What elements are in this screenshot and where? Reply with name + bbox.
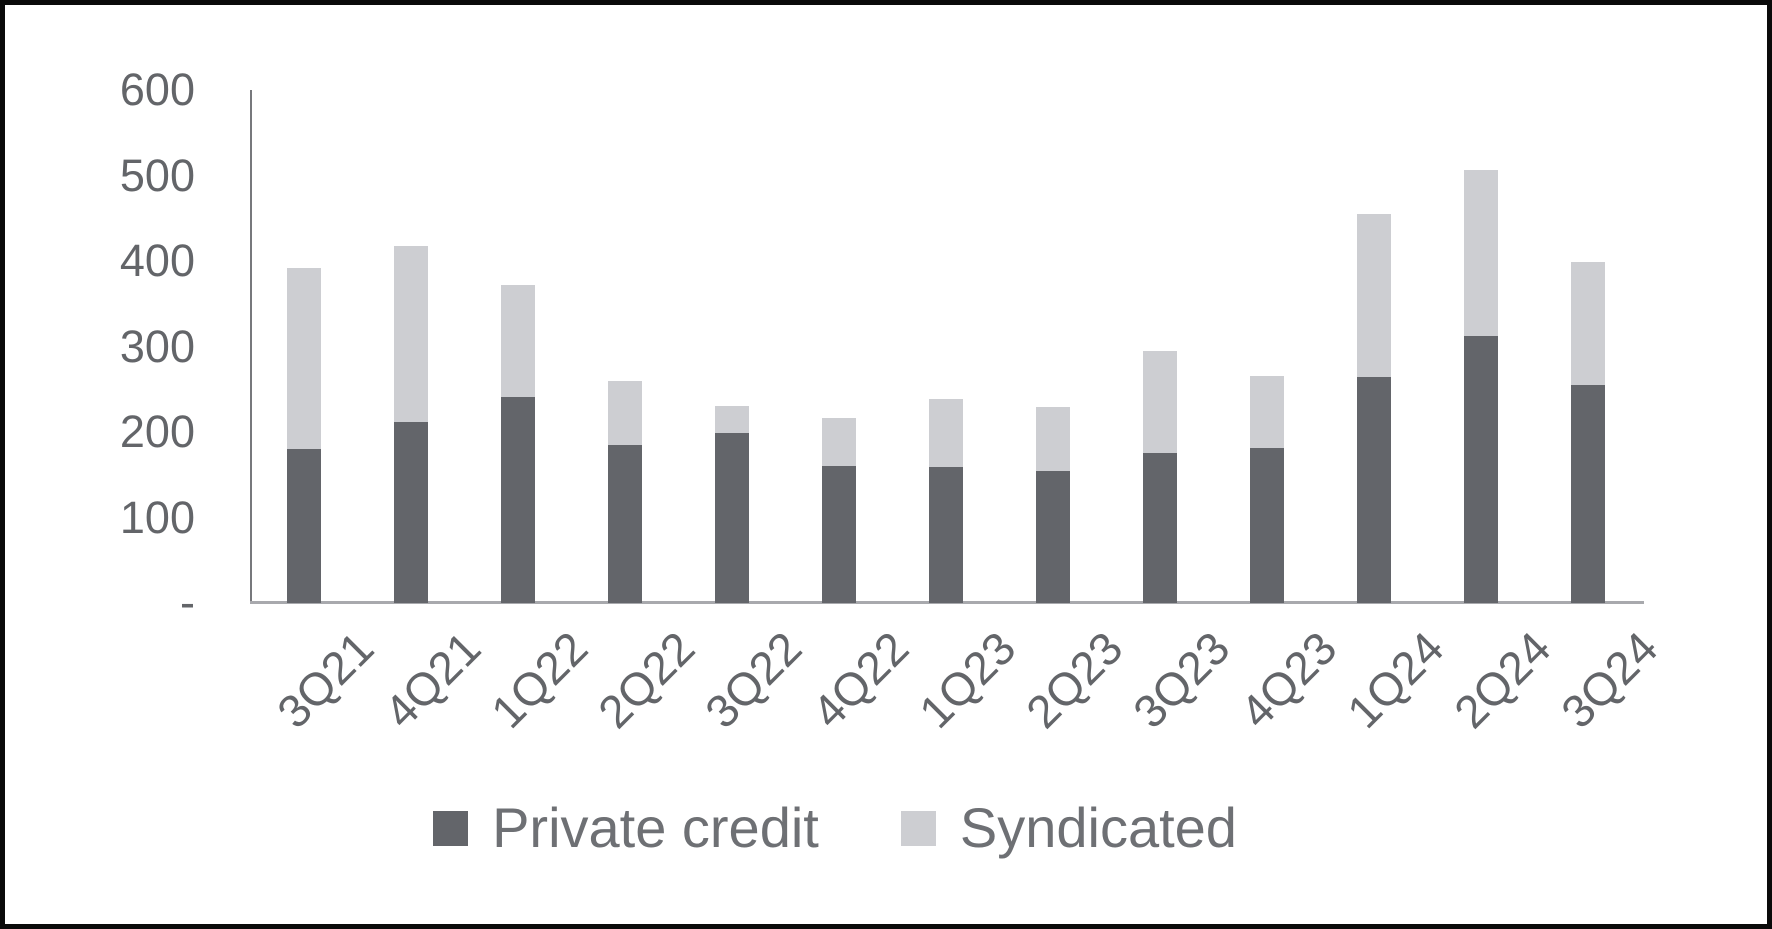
y-tick-label-500: 500 bbox=[119, 149, 195, 201]
y-tick-label-0: - bbox=[180, 577, 195, 628]
bar-segment-private-credit-3Q22 bbox=[714, 432, 749, 603]
y-tick-label-600: 600 bbox=[119, 64, 195, 115]
bar-segment-syndicated-1Q22 bbox=[500, 284, 535, 397]
bar-segment-private-credit-3Q21 bbox=[286, 449, 321, 603]
y-tick-label-200: 200 bbox=[119, 406, 195, 457]
bar-segment-private-credit-1Q22 bbox=[500, 396, 535, 603]
bar-segment-syndicated-4Q23 bbox=[1250, 375, 1285, 449]
legend-label-private-credit: Private credit bbox=[492, 796, 819, 859]
legend-swatch-syndicated bbox=[900, 810, 936, 846]
bar-segment-private-credit-2Q24 bbox=[1464, 336, 1499, 603]
bar-segment-syndicated-3Q21 bbox=[286, 267, 321, 450]
bar-segment-private-credit-4Q21 bbox=[393, 421, 428, 603]
legend-label-syndicated: Syndicated bbox=[959, 796, 1237, 859]
y-tick-label-300: 300 bbox=[119, 320, 195, 372]
bar-segment-syndicated-1Q23 bbox=[929, 398, 963, 468]
bar-segment-syndicated-2Q23 bbox=[1036, 407, 1071, 472]
legend-item-syndicated: Syndicated bbox=[900, 796, 1237, 859]
y-tick-label-100: 100 bbox=[119, 491, 195, 543]
bar-segment-private-credit-1Q23 bbox=[929, 467, 963, 603]
bar-segment-syndicated-4Q21 bbox=[393, 245, 428, 422]
y-axis-line bbox=[250, 90, 252, 603]
legend-item-private-credit: Private credit bbox=[433, 798, 819, 858]
bar-segment-syndicated-1Q24 bbox=[1357, 213, 1392, 378]
bar-segment-syndicated-4Q22 bbox=[821, 418, 856, 467]
legend-swatch-private-credit bbox=[433, 810, 469, 846]
bar-segment-private-credit-2Q22 bbox=[607, 444, 642, 603]
bar-segment-private-credit-4Q22 bbox=[821, 466, 856, 603]
bar-segment-syndicated-3Q24 bbox=[1571, 261, 1606, 385]
bar-segment-syndicated-3Q23 bbox=[1143, 350, 1178, 454]
bar-segment-syndicated-2Q22 bbox=[607, 380, 642, 445]
bar-segment-private-credit-1Q24 bbox=[1357, 377, 1392, 603]
y-tick-label-400: 400 bbox=[119, 235, 195, 286]
bar-segment-private-credit-4Q23 bbox=[1250, 448, 1285, 603]
bar-segment-private-credit-3Q24 bbox=[1571, 384, 1606, 603]
bar-segment-private-credit-2Q23 bbox=[1036, 471, 1071, 603]
bar-segment-syndicated-3Q22 bbox=[714, 406, 749, 433]
legend: Private credit Syndicated bbox=[5, 798, 1665, 858]
bar-segment-syndicated-2Q24 bbox=[1464, 170, 1499, 337]
bar-segment-private-credit-3Q23 bbox=[1143, 453, 1178, 603]
